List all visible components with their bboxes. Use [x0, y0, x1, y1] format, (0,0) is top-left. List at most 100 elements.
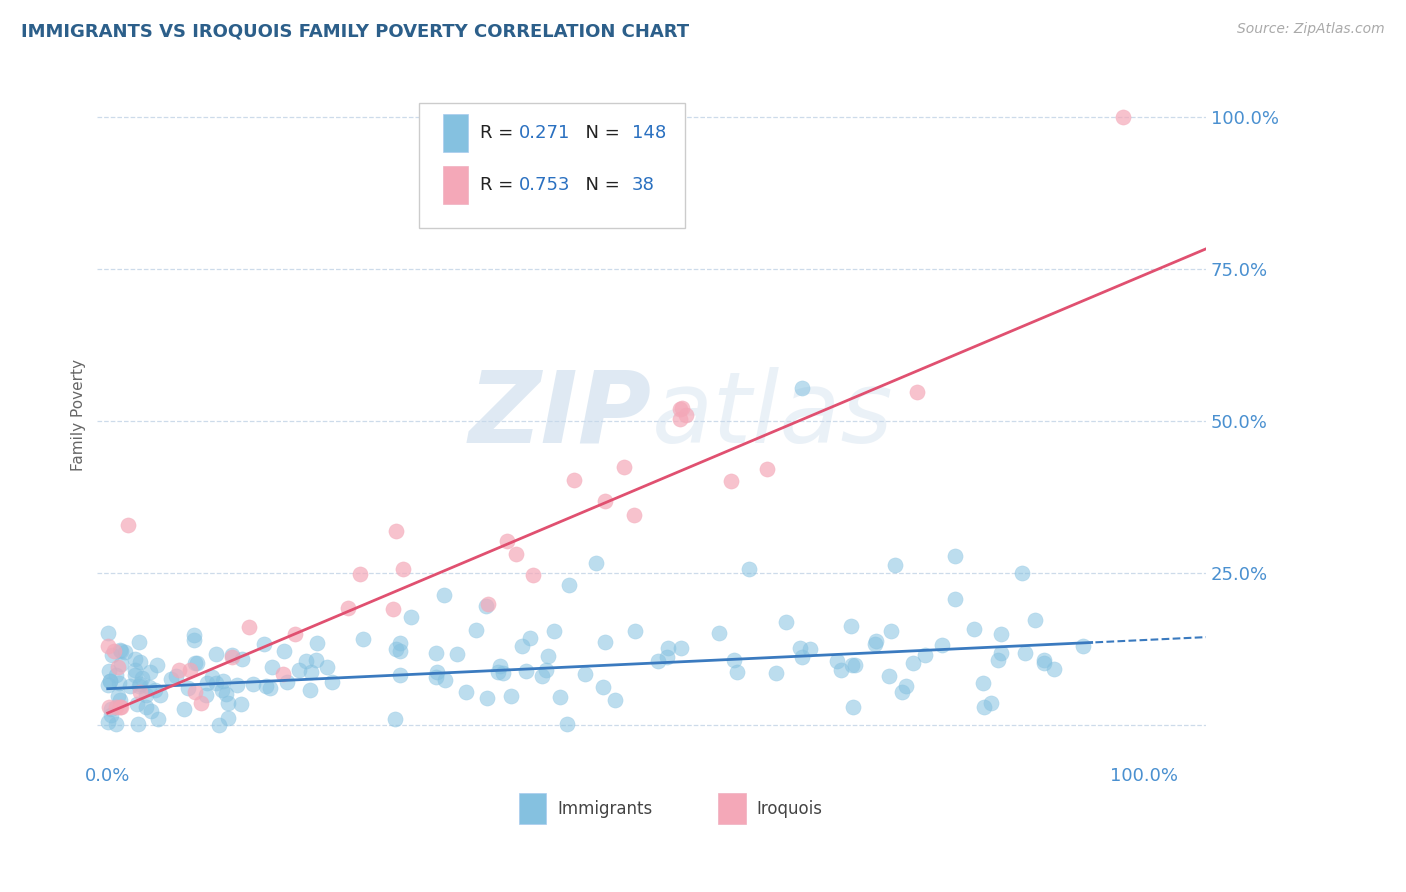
- Point: [562, 473, 585, 487]
- Point: [127, 717, 149, 731]
- Point: [723, 653, 745, 667]
- Point: [842, 700, 865, 714]
- Point: [129, 677, 152, 691]
- Point: [98, 674, 121, 689]
- Point: [273, 644, 295, 658]
- Text: atlas: atlas: [651, 367, 893, 464]
- Point: [905, 384, 928, 399]
- Point: [128, 684, 150, 698]
- Point: [624, 624, 647, 638]
- Point: [304, 653, 326, 667]
- Point: [110, 700, 132, 714]
- Point: [669, 411, 692, 425]
- Point: [865, 633, 887, 648]
- Point: [128, 635, 150, 649]
- Y-axis label: Family Poverty: Family Poverty: [72, 359, 86, 471]
- Point: [107, 689, 129, 703]
- Point: [259, 681, 281, 696]
- Point: [671, 401, 693, 416]
- Point: [138, 680, 160, 694]
- Point: [205, 648, 228, 662]
- Point: [534, 663, 557, 677]
- Point: [963, 622, 986, 636]
- Point: [725, 665, 748, 680]
- FancyBboxPatch shape: [519, 793, 546, 824]
- Point: [100, 708, 122, 723]
- Point: [107, 660, 129, 674]
- Point: [173, 702, 195, 716]
- Point: [465, 623, 488, 637]
- Point: [159, 673, 181, 687]
- Text: 0.753: 0.753: [519, 177, 569, 194]
- Point: [1014, 646, 1036, 660]
- Point: [425, 646, 447, 660]
- Text: IMMIGRANTS VS IROQUOIS FAMILY POVERTY CORRELATION CHART: IMMIGRANTS VS IROQUOIS FAMILY POVERTY CO…: [21, 22, 689, 40]
- Point: [316, 660, 339, 674]
- Point: [943, 591, 966, 606]
- Point: [585, 556, 607, 570]
- Point: [496, 533, 519, 548]
- Point: [593, 635, 616, 649]
- Point: [592, 681, 614, 695]
- Point: [593, 494, 616, 508]
- Point: [129, 655, 152, 669]
- Point: [97, 640, 120, 654]
- Point: [456, 684, 478, 698]
- Point: [217, 711, 239, 725]
- Point: [205, 676, 228, 690]
- Point: [260, 660, 283, 674]
- Point: [972, 675, 994, 690]
- Point: [211, 683, 233, 698]
- Point: [288, 663, 311, 677]
- Point: [477, 597, 499, 611]
- Point: [110, 644, 132, 658]
- FancyBboxPatch shape: [443, 166, 468, 204]
- Point: [135, 700, 157, 714]
- Point: [550, 690, 572, 705]
- Point: [253, 637, 276, 651]
- Point: [242, 677, 264, 691]
- Point: [305, 635, 328, 649]
- Point: [97, 626, 120, 640]
- Point: [669, 640, 692, 655]
- Point: [177, 681, 200, 695]
- Point: [530, 669, 553, 683]
- Point: [97, 714, 120, 729]
- Point: [765, 665, 787, 680]
- Point: [294, 654, 316, 668]
- Text: Source: ZipAtlas.com: Source: ZipAtlas.com: [1237, 22, 1385, 37]
- Text: R =: R =: [479, 124, 519, 142]
- Point: [100, 702, 122, 716]
- Point: [486, 665, 509, 679]
- Point: [425, 670, 447, 684]
- Point: [790, 650, 813, 665]
- Text: Iroquois: Iroquois: [756, 800, 823, 818]
- Point: [1024, 613, 1046, 627]
- Point: [110, 692, 132, 706]
- Text: Immigrants: Immigrants: [557, 800, 652, 818]
- Point: [775, 615, 797, 629]
- Point: [505, 547, 527, 561]
- Point: [127, 697, 149, 711]
- Point: [103, 644, 125, 658]
- Point: [522, 567, 544, 582]
- Point: [183, 684, 205, 698]
- Point: [284, 627, 307, 641]
- Point: [755, 461, 778, 475]
- Point: [433, 588, 456, 602]
- Point: [647, 654, 669, 668]
- Text: N =: N =: [574, 124, 626, 142]
- Text: 38: 38: [631, 177, 654, 194]
- Point: [1033, 656, 1056, 670]
- Point: [668, 402, 690, 417]
- Point: [519, 631, 541, 645]
- Point: [389, 668, 412, 682]
- Point: [101, 648, 124, 663]
- Point: [98, 664, 121, 678]
- Point: [97, 700, 120, 714]
- Point: [184, 657, 207, 671]
- Point: [128, 679, 150, 693]
- Point: [97, 677, 120, 691]
- Point: [537, 649, 560, 664]
- Point: [799, 642, 821, 657]
